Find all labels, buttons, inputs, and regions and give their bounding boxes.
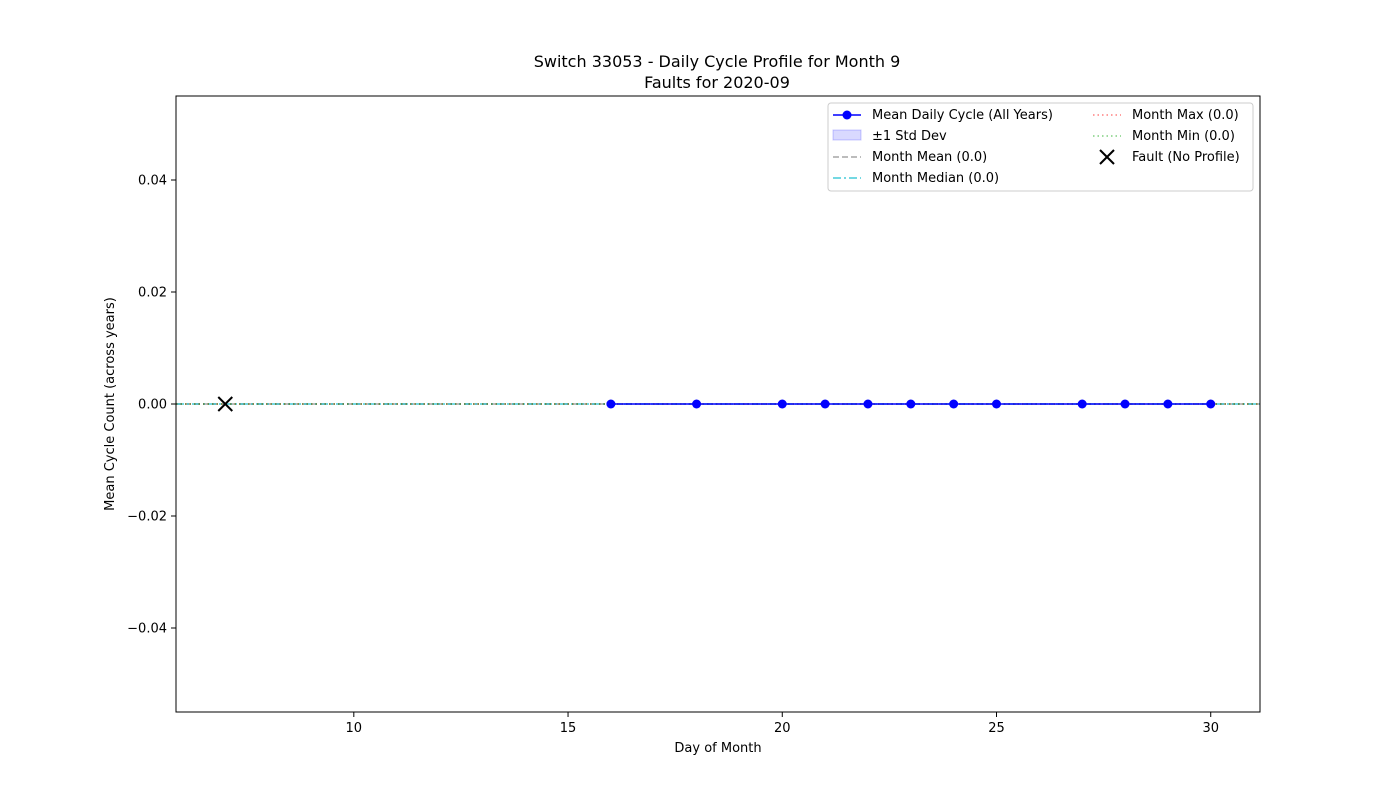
x-tick-label: 30: [1202, 721, 1219, 736]
fault-marker: [217, 396, 233, 412]
data-point: [1163, 399, 1173, 409]
legend-mean-daily-marker-swatch: [842, 110, 852, 120]
legend-month-min-label: Month Min (0.0): [1132, 129, 1235, 144]
data-point: [1077, 399, 1087, 409]
y-axis: −0.04 −0.02 0.00 0.02 0.04: [127, 174, 176, 637]
legend-fault-swatch: [1099, 149, 1115, 165]
data-point: [1120, 399, 1130, 409]
legend-std-dev-label: ±1 Std Dev: [872, 129, 947, 144]
y-tick-label: −0.02: [127, 510, 167, 525]
y-axis-label: Mean Cycle Count (across years): [103, 297, 118, 511]
fault-layer: [217, 396, 233, 412]
data-point: [1206, 399, 1216, 409]
data-point: [777, 399, 787, 409]
legend-month-mean-label: Month Mean (0.0): [872, 150, 987, 165]
legend-std-dev-swatch: [832, 129, 862, 141]
x-tick-label: 25: [988, 721, 1005, 736]
x-axis: 10 15 20 25 30: [346, 712, 1219, 736]
y-tick-label: 0.00: [138, 398, 167, 413]
x-tick-label: 20: [774, 721, 791, 736]
legend: Mean Daily Cycle (All Years) ±1 Std Dev …: [827, 102, 1254, 192]
x-tick-label: 15: [560, 721, 577, 736]
legend-box: [827, 102, 1254, 192]
legend-month-median-label: Month Median (0.0): [872, 171, 999, 186]
y-tick-label: −0.04: [127, 622, 167, 637]
chart-subtitle: Faults for 2020-09: [644, 73, 790, 92]
legend-month-max-label: Month Max (0.0): [1132, 108, 1239, 123]
y-tick-label: 0.04: [138, 174, 167, 189]
data-point: [692, 399, 702, 409]
data-point: [606, 399, 616, 409]
legend-fault-label: Fault (No Profile): [1132, 150, 1240, 165]
data-point: [863, 399, 873, 409]
legend-mean-daily-label: Mean Daily Cycle (All Years): [872, 108, 1053, 123]
x-tick-label: 10: [346, 721, 363, 736]
data-point: [949, 399, 959, 409]
data-point: [820, 399, 830, 409]
data-point: [906, 399, 916, 409]
y-tick-label: 0.02: [138, 286, 167, 301]
plot-area: [176, 396, 1260, 412]
series-layer: [606, 399, 1216, 409]
x-axis-label: Day of Month: [674, 741, 761, 756]
chart-title: Switch 33053 - Daily Cycle Profile for M…: [534, 52, 901, 71]
data-point: [991, 399, 1001, 409]
